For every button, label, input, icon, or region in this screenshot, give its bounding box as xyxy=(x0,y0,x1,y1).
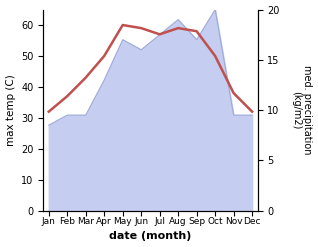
Y-axis label: med. precipitation
(kg/m2): med. precipitation (kg/m2) xyxy=(291,65,313,155)
Y-axis label: max temp (C): max temp (C) xyxy=(5,74,16,146)
X-axis label: date (month): date (month) xyxy=(109,231,192,242)
